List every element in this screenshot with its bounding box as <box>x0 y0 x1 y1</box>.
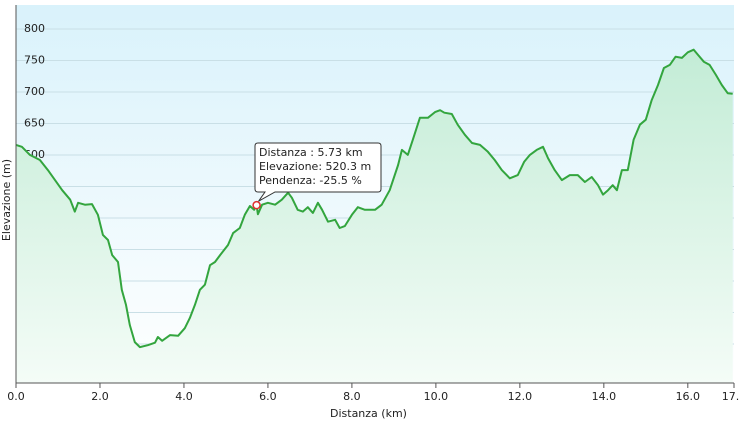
y-tick-label: 650 <box>24 116 45 129</box>
area <box>16 49 733 383</box>
y-tick-label: 700 <box>24 85 45 98</box>
x-tick-label: 17.1 <box>722 390 739 403</box>
line <box>15 48 733 349</box>
x-tick-label: 6.0 <box>259 390 277 403</box>
y-axis-title: Elevazione (m) <box>0 159 13 241</box>
x-tick-label: 10.0 <box>424 390 449 403</box>
tooltip-marker <box>252 200 261 210</box>
x-tick-label: 2.0 <box>91 390 109 403</box>
x-tick-label: 14.0 <box>592 390 617 403</box>
x-tick-label: 16.0 <box>676 390 701 403</box>
x-tick-label: 8.0 <box>343 390 361 403</box>
tooltip-box <box>254 142 382 202</box>
x-tick-label: 0.0 <box>7 390 25 403</box>
y-tick-label: 800 <box>24 22 45 35</box>
y-tick-label: 750 <box>24 53 45 66</box>
tooltip-line: Distanza : 5.73 km <box>259 146 363 159</box>
x-axis-title: Distanza (km) <box>330 407 407 420</box>
tooltip-line: Elevazione: 520.3 m <box>259 160 371 173</box>
x-tick-label: 4.0 <box>175 390 193 403</box>
x-tick-label: 12.0 <box>508 390 533 403</box>
tooltip-line: Pendenza: -25.5 % <box>259 174 362 187</box>
